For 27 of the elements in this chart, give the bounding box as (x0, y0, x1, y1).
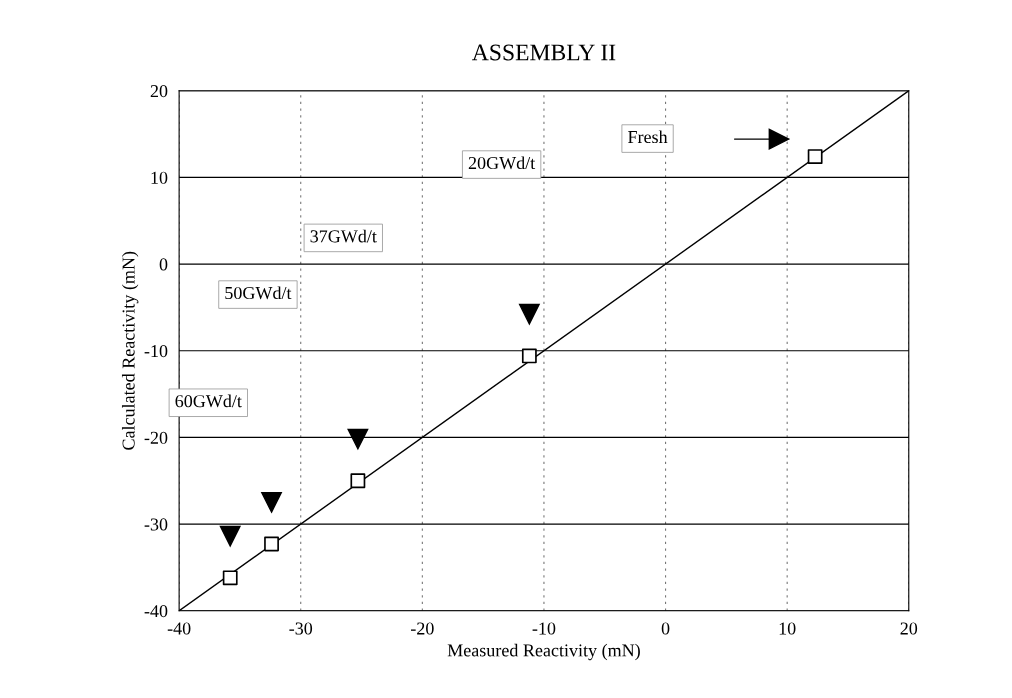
point (807, 149, 823, 165)
x-tick-label: -30 (289, 622, 313, 635)
chart-title: ASSEMBLY II (472, 44, 616, 61)
y-tick-label: -30 (144, 518, 168, 531)
y-axis-title: Calculated Reactivity (mN) (121, 251, 139, 450)
y-tick-label: -20 (144, 431, 168, 444)
point (350, 473, 366, 489)
annotation: 20GWd/t (468, 156, 536, 170)
annotation: 37GWd/t (310, 229, 377, 243)
x-tick-label: 10 (779, 622, 796, 635)
y-tick-label: 10 (151, 171, 168, 184)
point (264, 536, 279, 552)
annotation: 50GWd/t (225, 286, 292, 300)
annotation: Fresh (628, 130, 668, 144)
point (222, 570, 238, 586)
x-tick-label: 0 (661, 622, 670, 635)
y-tick-label: -40 (144, 605, 168, 618)
point (521, 348, 537, 364)
x-axis-title: Measured Reactivity (mN) (447, 643, 640, 661)
y-tick-label: 20 (150, 85, 168, 98)
y-tick-label: 0 (159, 258, 168, 271)
x-tick-label: -10 (532, 622, 556, 635)
x-tick-label: 20 (900, 622, 918, 635)
annotation: 60GWd/t (175, 394, 242, 408)
y-tick-label: -10 (144, 345, 168, 358)
x-tick-label: -20 (410, 622, 434, 635)
x-tick-label: -40 (167, 622, 191, 635)
